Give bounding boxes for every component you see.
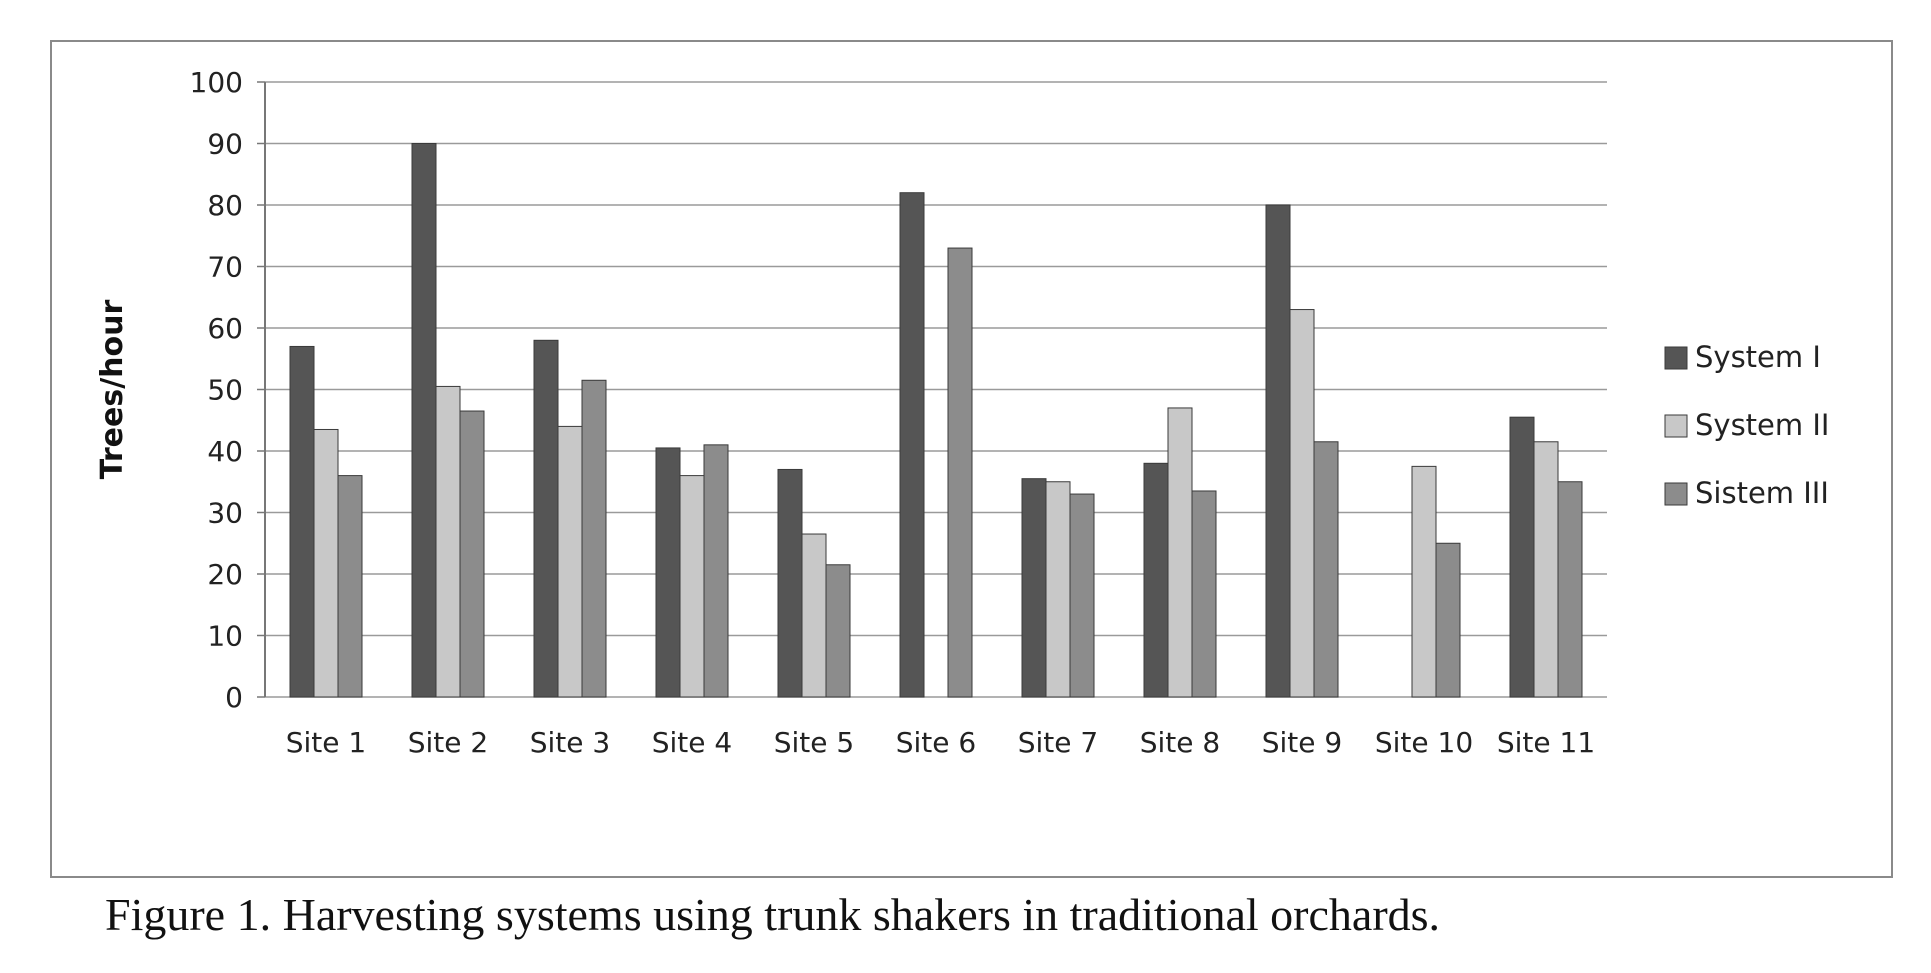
y-tick-label: 40 xyxy=(207,435,243,468)
bar xyxy=(1167,407,1193,698)
y-tick-label: 60 xyxy=(207,312,243,345)
x-category-label: Site 8 xyxy=(1140,726,1220,759)
bar xyxy=(411,143,437,698)
x-category-label: Site 11 xyxy=(1497,726,1595,759)
bar xyxy=(289,345,315,698)
bar xyxy=(777,468,803,698)
bar xyxy=(435,385,461,698)
bar xyxy=(1411,465,1437,698)
axes: 0 10 20 30 40 50 60 70 80 90 100 Site 1 Site 2 Site 3… xyxy=(190,66,1596,759)
y-tick-label: 30 xyxy=(207,497,243,530)
bar xyxy=(581,379,607,698)
x-category-label: Site 3 xyxy=(530,726,610,759)
gridlines xyxy=(265,81,1607,698)
legend-label: System II xyxy=(1695,408,1829,442)
bar xyxy=(1435,542,1461,698)
x-category-label: Site 9 xyxy=(1262,726,1342,759)
bar xyxy=(1191,490,1217,698)
legend-swatch xyxy=(1664,482,1688,506)
legend-swatch xyxy=(1664,414,1688,438)
bar xyxy=(1045,481,1071,698)
bar xyxy=(703,444,729,698)
bar xyxy=(1069,493,1095,698)
x-category-label: Site 5 xyxy=(774,726,854,759)
x-category-label: Site 2 xyxy=(408,726,488,759)
x-category-label: Site 7 xyxy=(1018,726,1098,759)
legend-swatch xyxy=(1664,346,1688,370)
bar-chart: 0 10 20 30 40 50 60 70 80 90 100 Site 1 Site 2 Site 3… xyxy=(95,66,1829,759)
y-tick-label: 50 xyxy=(207,374,243,407)
bars xyxy=(289,143,1583,698)
bar xyxy=(1289,309,1315,698)
x-category-label: Site 4 xyxy=(652,726,732,759)
x-category-label: Site 1 xyxy=(286,726,366,759)
bar xyxy=(655,447,681,698)
y-tick-label: 100 xyxy=(190,66,243,99)
bar xyxy=(947,247,973,698)
y-tick-label: 80 xyxy=(207,189,243,222)
x-category-label: Site 6 xyxy=(896,726,976,759)
y-tick-label: 10 xyxy=(207,620,243,653)
bar xyxy=(899,192,925,698)
bar xyxy=(557,425,583,698)
y-tick-label: 20 xyxy=(207,558,243,591)
bar xyxy=(825,564,851,698)
bar xyxy=(1021,478,1047,698)
chart-frame: 0 10 20 30 40 50 60 70 80 90 100 Site 1 Site 2 Site 3… xyxy=(50,40,1893,878)
bar xyxy=(679,475,705,698)
legend-label: Sistem III xyxy=(1695,476,1829,510)
y-axis-title: Trees/hour xyxy=(95,300,130,480)
bar xyxy=(1509,416,1535,698)
bar xyxy=(337,475,363,698)
y-tick-label: 0 xyxy=(225,681,243,714)
bar xyxy=(1533,441,1559,698)
y-tick-label: 70 xyxy=(207,251,243,284)
bar xyxy=(1313,441,1339,698)
bar xyxy=(1557,481,1583,698)
bar xyxy=(459,410,485,698)
bar xyxy=(1143,462,1169,698)
bar xyxy=(1265,204,1291,698)
bar xyxy=(533,339,559,698)
figure-caption: Figure 1. Harvesting systems using trunk… xyxy=(105,889,1441,940)
y-tick-label: 90 xyxy=(207,128,243,161)
legend: System I System II Sistem III xyxy=(1664,340,1829,510)
bar xyxy=(313,428,339,698)
legend-label: System I xyxy=(1695,340,1821,374)
bar xyxy=(801,533,827,698)
x-category-label: Site 10 xyxy=(1375,726,1473,759)
